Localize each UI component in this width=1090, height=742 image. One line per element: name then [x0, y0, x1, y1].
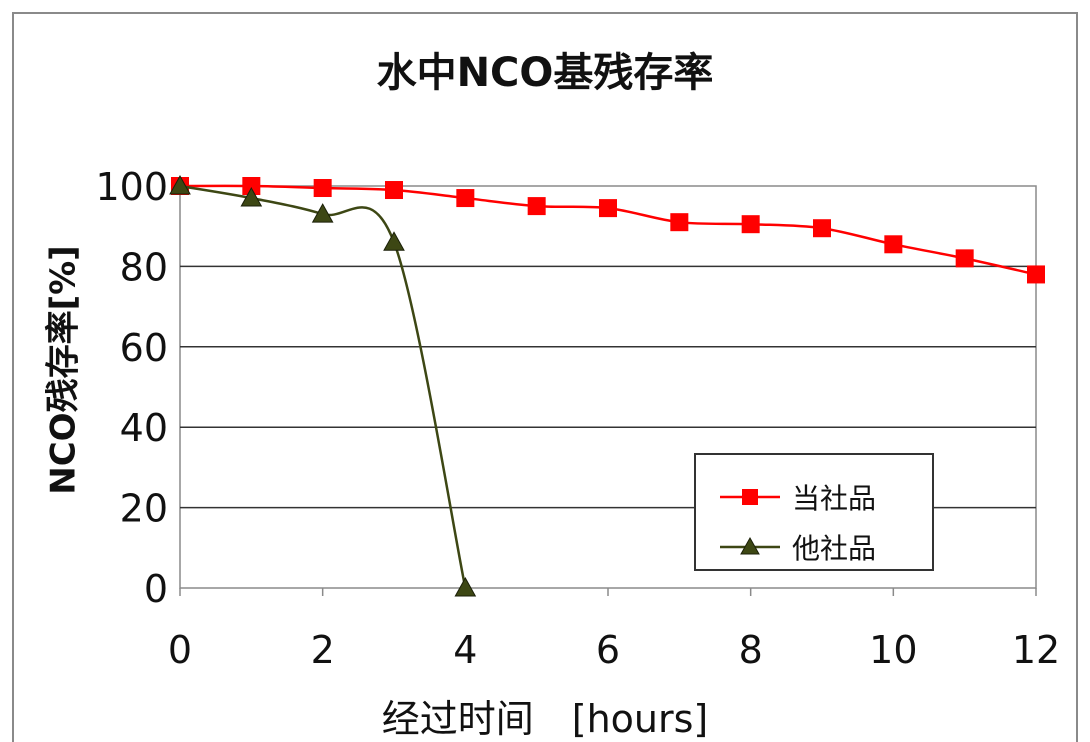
- legend-item-series-2: 他社品: [720, 527, 876, 567]
- x-axis-ticks: 0 2 4 6 8 10 12: [168, 588, 1060, 672]
- x-tick-label-12: 12: [1012, 628, 1060, 672]
- data-point-series-1-x11: [955, 249, 974, 268]
- data-point-series-1-x10: [884, 235, 903, 254]
- chart-title: 水中NCO基残存率: [376, 50, 714, 96]
- legend-marker-square: [720, 489, 780, 505]
- legend-item-series-1: 当社品: [720, 477, 876, 517]
- data-point-series-2-x2: [311, 203, 334, 223]
- y-tick-label-0: 0: [144, 567, 168, 611]
- x-tick-label-2: 2: [311, 628, 335, 672]
- x-axis-label: 经过时间 [hours]: [381, 697, 709, 741]
- data-point-series-2-x0: [169, 174, 191, 195]
- data-point-series-1-x7: [670, 213, 689, 232]
- data-point-series-1-x6: [599, 199, 617, 218]
- data-point-series-2-x4: [454, 576, 477, 597]
- legend-label-series-2: 他社品: [792, 532, 877, 565]
- data-point-series-1-x1: [242, 177, 261, 195]
- data-point-series-1-x2: [313, 179, 332, 198]
- x-tick-label-6: 6: [596, 628, 620, 672]
- data-point-series-1-x4: [456, 189, 475, 208]
- legend: 当社品 他社品: [694, 453, 934, 571]
- series-group: [169, 174, 1045, 597]
- y-tick-label-40: 40: [120, 406, 168, 450]
- y-tick-label-100: 100: [95, 165, 168, 209]
- legend-marker-triangle: [720, 536, 780, 555]
- x-tick-label-10: 10: [869, 628, 917, 672]
- data-point-series-1-x5: [527, 197, 546, 216]
- data-point-series-1-x3: [385, 181, 403, 200]
- data-point-series-2-x3: [383, 231, 405, 251]
- legend-label-series-1: 当社品: [792, 482, 877, 515]
- y-axis-ticks: 0 20 40 60 80 100: [95, 165, 168, 611]
- data-point-series-1-x12: [1027, 265, 1045, 284]
- x-tick-label-8: 8: [739, 628, 763, 672]
- x-tick-label-4: 4: [453, 628, 477, 672]
- y-tick-label-80: 80: [120, 245, 168, 289]
- y-axis-label: NCO残存率[%]: [43, 245, 84, 495]
- x-tick-label-0: 0: [168, 628, 192, 672]
- data-point-series-2-x1: [240, 187, 263, 207]
- y-tick-label-20: 20: [120, 487, 168, 531]
- y-tick-label-60: 60: [120, 326, 168, 370]
- data-point-series-1-x9: [813, 219, 831, 238]
- data-point-series-1-x8: [741, 215, 760, 234]
